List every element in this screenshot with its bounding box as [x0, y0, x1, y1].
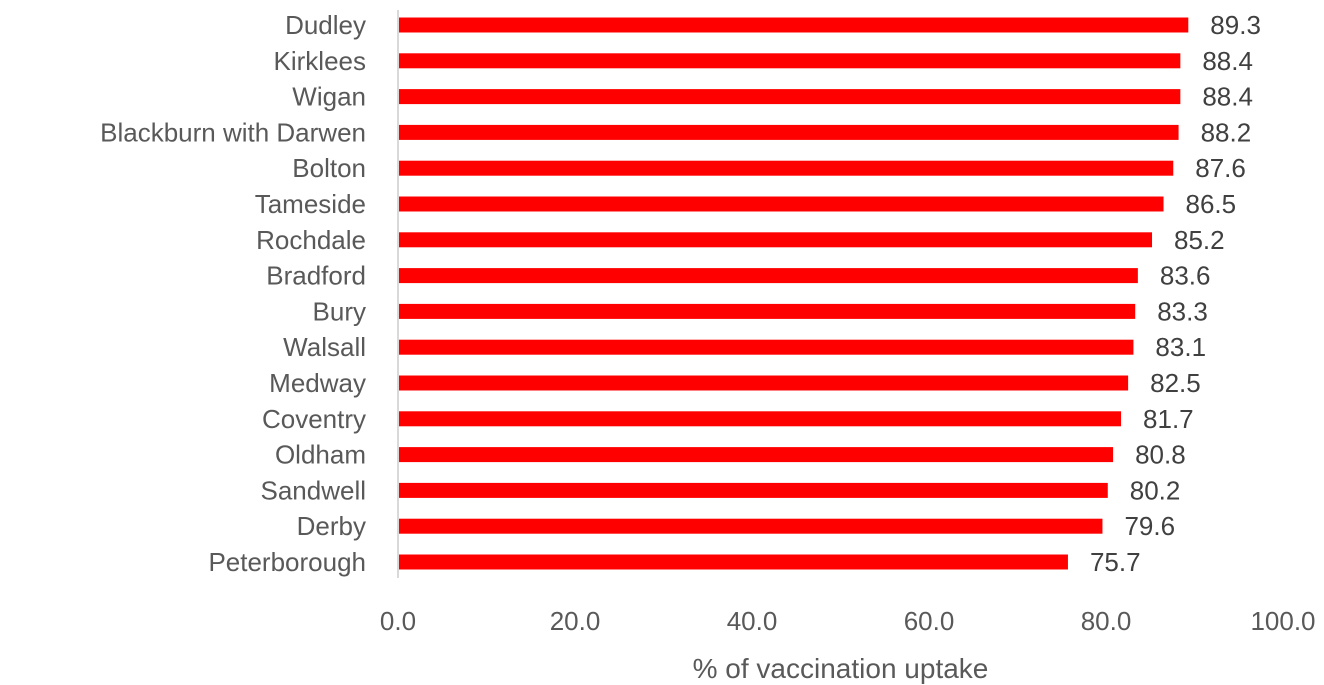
bar [398, 232, 1153, 248]
category-label: Sandwell [260, 475, 366, 505]
bar [398, 17, 1189, 33]
value-labels: 89.3 88.4 88.4 88.2 87.6 86.5 85.2 83.6 83.3 83.1… [1090, 10, 1261, 577]
category-label: Bolton [292, 153, 366, 183]
category-label: Bradford [266, 261, 366, 291]
data-label: 81.7 [1143, 404, 1194, 434]
category-label: Dudley [285, 10, 366, 40]
category-label: Blackburn with Darwen [100, 117, 366, 147]
data-label: 83.1 [1155, 332, 1206, 362]
data-label: 82.5 [1150, 368, 1201, 398]
data-label: 83.6 [1160, 261, 1211, 291]
bar [398, 447, 1114, 463]
category-label: Tameside [255, 189, 366, 219]
bar [398, 53, 1181, 69]
data-label: 87.6 [1195, 153, 1246, 183]
category-label: Coventry [262, 404, 366, 434]
data-label: 88.2 [1201, 117, 1252, 147]
category-label: Kirklees [274, 46, 366, 76]
data-label: 85.2 [1174, 225, 1225, 255]
bar [398, 339, 1134, 355]
x-tick-label: 80.0 [1081, 606, 1132, 636]
category-label: Oldham [275, 440, 366, 470]
category-label: Wigan [292, 82, 366, 112]
category-label: Peterborough [208, 547, 366, 577]
data-label: 83.3 [1157, 296, 1208, 326]
bar [398, 303, 1136, 319]
bar [398, 518, 1103, 534]
category-label: Bury [313, 296, 366, 326]
bar [398, 554, 1068, 570]
x-axis-title: % of vaccination uptake [693, 653, 989, 684]
bar [398, 89, 1181, 105]
data-label: 88.4 [1202, 46, 1253, 76]
x-tick-label: 100.0 [1250, 606, 1315, 636]
data-label: 79.6 [1124, 511, 1175, 541]
x-tick-labels: 0.0 20.0 40.0 60.0 80.0 100.0 [380, 606, 1316, 636]
category-labels: Dudley Kirklees Wigan Blackburn with Darwen… [100, 10, 366, 577]
x-tick-label: 20.0 [550, 606, 601, 636]
category-label: Rochdale [256, 225, 366, 255]
bars-group [398, 17, 1189, 570]
data-label: 80.8 [1135, 440, 1186, 470]
bar [398, 268, 1138, 284]
data-label: 75.7 [1090, 547, 1141, 577]
bar [398, 124, 1179, 140]
category-label: Derby [297, 511, 366, 541]
data-label: 89.3 [1210, 10, 1261, 40]
category-label: Medway [269, 368, 366, 398]
x-tick-label: 60.0 [904, 606, 955, 636]
bar [398, 482, 1108, 498]
bar [398, 160, 1174, 176]
category-label: Walsall [283, 332, 366, 362]
data-label: 86.5 [1186, 189, 1237, 219]
x-tick-label: 40.0 [727, 606, 778, 636]
data-label: 88.4 [1202, 82, 1253, 112]
bar [398, 411, 1122, 427]
bar [398, 196, 1164, 212]
bar [398, 375, 1129, 391]
x-tick-label: 0.0 [380, 606, 416, 636]
data-label: 80.2 [1130, 475, 1181, 505]
